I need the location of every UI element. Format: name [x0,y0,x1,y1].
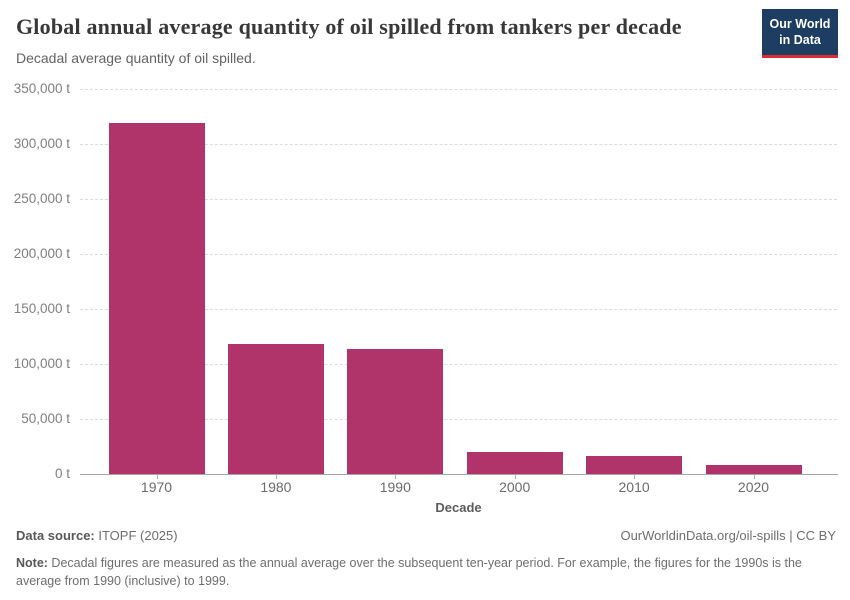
gridline [80,89,837,90]
bar-2000[interactable] [466,452,563,474]
y-axis-tick-label: 250,000 t [13,191,70,206]
data-source: Data source: ITOPF (2025) [16,528,178,543]
x-axis-tick-label: 2010 [618,479,650,495]
x-axis-tick [753,475,755,479]
x-axis-tick-label: 1990 [379,479,411,495]
gridline [80,419,837,420]
note-label: Note: [16,556,48,570]
y-axis-tick-label: 300,000 t [13,136,70,151]
chart-subtitle: Decadal average quantity of oil spilled. [16,50,256,66]
attribution-link[interactable]: OurWorldinData.org/oil-spills | CC BY [620,528,836,543]
data-source-label: Data source: [16,528,95,543]
x-axis-tick-label: 2020 [737,479,770,495]
data-source-value: ITOPF (2025) [94,528,178,543]
bar-2020[interactable] [705,464,802,474]
gridline [80,144,837,145]
y-axis-tick-label: 50,000 t [21,411,70,426]
y-axis-tick-label: 100,000 t [13,356,70,371]
x-axis-tick [634,475,636,479]
y-axis-tick-label: 0 t [54,466,70,481]
x-axis-tick-labels: 1970 1980 1990 2000 2010 2020 [80,479,837,499]
y-axis-tick-label: 200,000 t [13,246,70,261]
x-axis-tick-label: 1970 [140,479,173,495]
owid-logo-line2: in Data [779,33,821,48]
y-axis-labels: 0 t 50,000 t 100,000 t 150,000 t 200,000 t 25… [0,81,70,481]
bar-1980[interactable] [227,344,324,474]
x-axis-tick [156,475,158,479]
note-text: Decadal figures are measured as the annu… [16,556,802,589]
bar-1990[interactable] [347,349,444,474]
x-axis-tick-label: 1980 [260,479,292,495]
y-axis-tick-label: 350,000 t [13,81,70,96]
footer-note: Note: Decadal figures are measured as th… [16,554,820,590]
x-axis-line [80,474,838,475]
bar-1970[interactable] [108,123,205,474]
plot-area [80,89,837,474]
gridline [80,254,837,255]
x-axis-tick [395,475,397,479]
x-axis-title: Decade [435,500,482,515]
owid-logo-line1: Our World [769,17,831,31]
x-axis-tick [514,475,516,479]
gridline [80,309,837,310]
chart-title: Global annual average quantity of oil sp… [16,14,682,39]
bar-2010[interactable] [586,455,683,474]
footer-source-line: Data source: ITOPF (2025) OurWorldinData… [16,528,836,543]
x-axis-tick [275,475,277,479]
gridline [80,199,837,200]
gridline [80,364,837,365]
x-axis-tick-label: 2000 [499,479,531,495]
y-axis-tick-label: 150,000 t [13,301,70,316]
owid-logo[interactable]: Our World in Data [762,9,838,58]
